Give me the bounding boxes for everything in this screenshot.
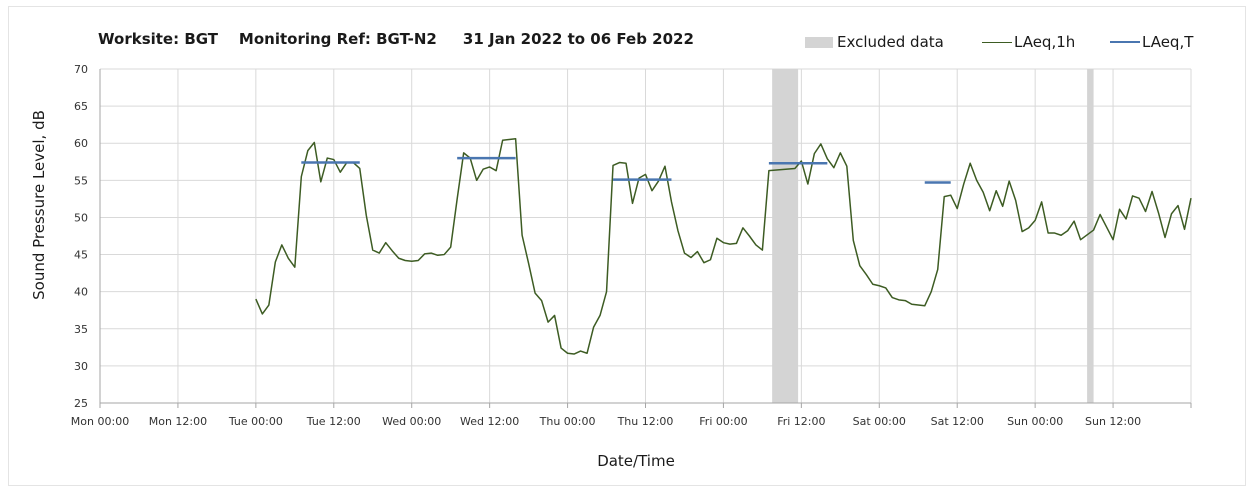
y-tick-label: 70 <box>74 63 88 76</box>
series <box>255 138 1192 355</box>
y-axis-title: Sound Pressure Level, dB <box>30 110 48 300</box>
y-tick-label: 55 <box>74 174 88 187</box>
y-tick-label: 35 <box>74 323 88 336</box>
x-tick-label: Fri 00:00 <box>699 415 747 428</box>
x-tick-label: Sun 12:00 <box>1085 415 1141 428</box>
x-tick-label: Tue 12:00 <box>306 415 361 428</box>
gridlines <box>100 68 1192 403</box>
y-tick-label: 45 <box>74 249 88 262</box>
x-tick-label: Tue 00:00 <box>228 415 283 428</box>
y-tick-label: 25 <box>74 397 88 410</box>
legend-label-laeq-t: LAeq,T <box>1142 33 1194 51</box>
excluded-band <box>1087 69 1094 403</box>
legend-item-laeq-1h: LAeq,1h <box>982 33 1075 51</box>
tick-labels: 25 30 35 40 45 50 55 60 65 70 Mon 00:00 Mon 12:00 Tu… <box>71 63 1141 428</box>
x-tick-label: Wed 00:00 <box>382 415 441 428</box>
axes <box>99 69 1192 408</box>
x-tick-label: Thu 12:00 <box>617 415 674 428</box>
y-tick-label: 50 <box>74 211 88 224</box>
legend-swatch-laeq-t <box>1110 41 1140 43</box>
x-tick-label: Sat 12:00 <box>931 415 984 428</box>
x-tick-label: Sat 00:00 <box>853 415 906 428</box>
x-axis-title: Date/Time <box>597 452 675 470</box>
x-tick-label: Thu 00:00 <box>539 415 596 428</box>
y-tick-label: 60 <box>74 137 88 150</box>
series-line-laeq-1h <box>255 138 1192 355</box>
x-tick-label: Wed 12:00 <box>460 415 519 428</box>
y-tick-label: 30 <box>74 360 88 373</box>
x-tick-label: Fri 12:00 <box>777 415 825 428</box>
excluded-bands <box>772 69 1094 403</box>
chart-title: Worksite: BGT Monitoring Ref: BGT-N2 31 … <box>98 30 694 48</box>
legend-label-excluded: Excluded data <box>837 33 944 51</box>
legend-swatch-laeq-1h <box>982 41 1012 43</box>
legend-label-laeq-1h: LAeq,1h <box>1014 33 1076 51</box>
chart-frame <box>8 6 1246 486</box>
x-tick-label: Mon 12:00 <box>149 415 207 428</box>
legend-item-excluded: Excluded data <box>805 33 944 51</box>
y-tick-label: 40 <box>74 286 88 299</box>
x-tick-label: Sun 00:00 <box>1007 415 1063 428</box>
excluded-band <box>772 69 799 403</box>
legend-swatch-excluded <box>805 36 833 48</box>
y-tick-label: 65 <box>74 100 88 113</box>
legend-item-laeq-t: LAeq,T <box>1110 33 1193 51</box>
x-tick-label: Mon 00:00 <box>71 415 129 428</box>
